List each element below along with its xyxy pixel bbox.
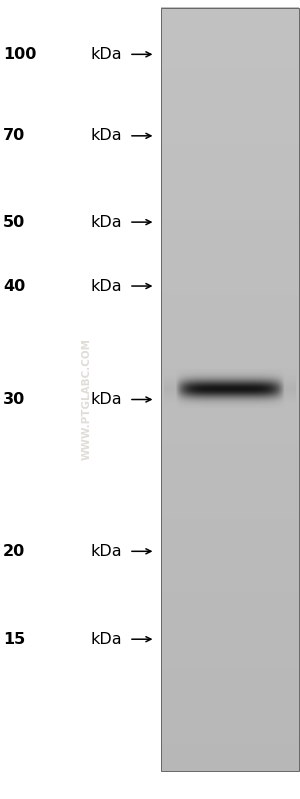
Text: kDa: kDa: [90, 129, 122, 143]
Text: 15: 15: [3, 632, 25, 646]
Text: WWW.PTGLABC.COM: WWW.PTGLABC.COM: [82, 339, 92, 460]
Text: 40: 40: [3, 279, 25, 293]
Text: kDa: kDa: [90, 215, 122, 229]
Text: 50: 50: [3, 215, 25, 229]
Text: kDa: kDa: [90, 279, 122, 293]
Text: kDa: kDa: [90, 47, 122, 62]
Bar: [160, 8, 298, 771]
Text: kDa: kDa: [90, 544, 122, 559]
Text: kDa: kDa: [90, 632, 122, 646]
Text: 100: 100: [3, 47, 36, 62]
Text: 30: 30: [3, 392, 25, 407]
Text: kDa: kDa: [90, 392, 122, 407]
Text: 20: 20: [3, 544, 25, 559]
Text: 70: 70: [3, 129, 25, 143]
